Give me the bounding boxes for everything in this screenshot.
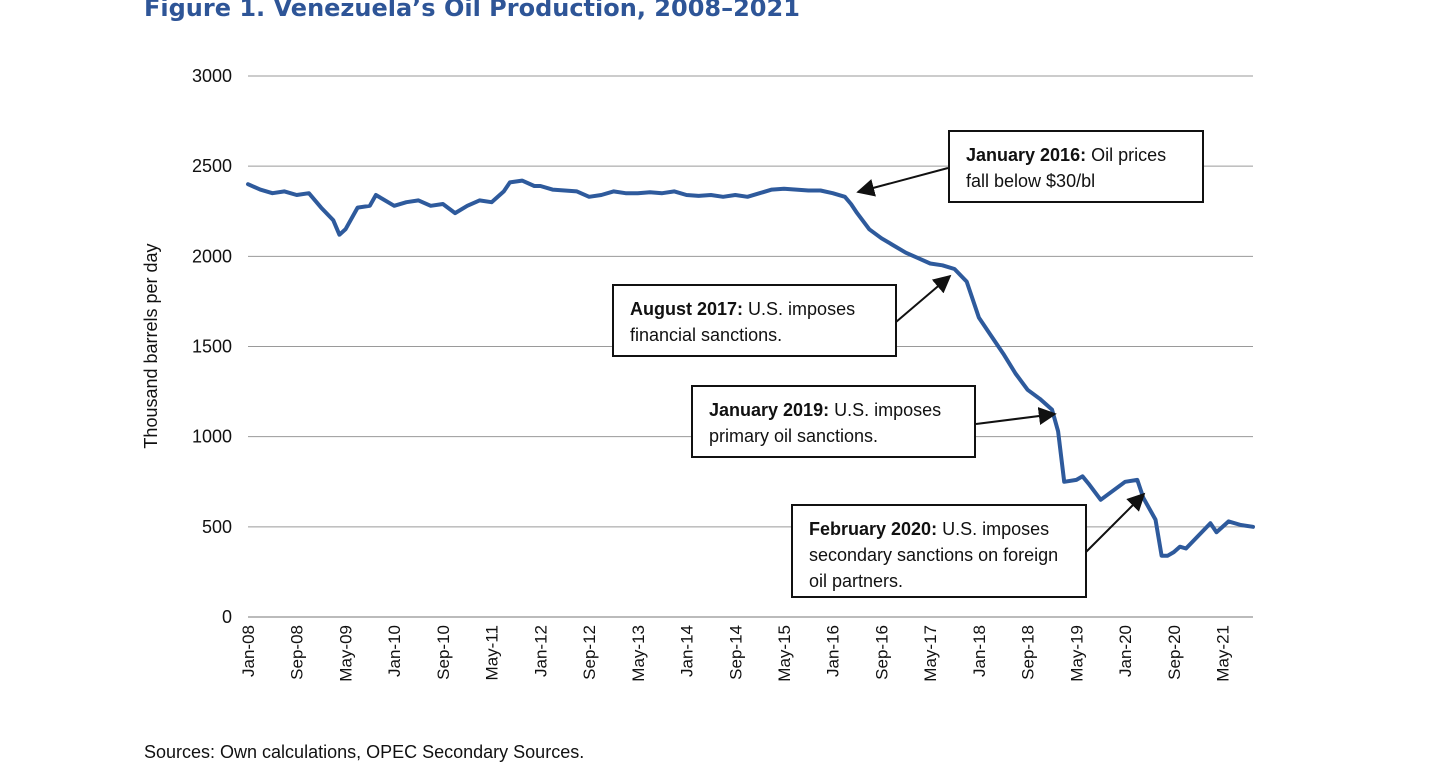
x-tick-label: Jan-12 [531,625,550,677]
chart-title: Figure 1. Venezuela’s Oil Production, 20… [144,0,800,22]
x-tick-label: Sep-14 [726,625,745,680]
x-tick-labels: Jan-08 Sep-08 May-09 Jan-10 Sep-10 May-11 Jan-… [239,625,1233,682]
x-tick-label: Sep-12 [580,625,599,680]
y-tick-label: 1000 [192,427,232,447]
annotation-arrow-jan-2016 [856,167,949,197]
annotation-text: U.S. imposes primary oil sanctions. [709,400,942,446]
x-tick-label: Sep-08 [288,625,307,680]
x-tick-label: Jan-16 [824,625,843,677]
x-tick-label: Jan-20 [1116,625,1135,677]
annotation-aug-2017: August 2017: U.S. imposes financial sanc… [612,284,897,357]
x-tick-label: May-21 [1214,625,1233,682]
annotation-arrow-feb-2020 [1085,492,1146,553]
annotation-arrow-aug-2017 [895,274,952,323]
x-tick-label: May-15 [775,625,794,682]
sources-note: Sources: Own calculations, OPEC Secondar… [144,742,585,762]
annotation-title: February 2020: [809,519,938,539]
x-tick-label: Sep-20 [1165,625,1184,680]
annotation-text: Oil prices fall below $30/bl [966,145,1167,191]
annotation-jan-2016: January 2016: Oil prices fall below $30/… [948,130,1204,203]
annotation-text: U.S. imposes secondary sanctions on fore… [809,519,1059,591]
annotation-arrow-jan-2019 [975,407,1057,425]
x-tick-label: Jan-18 [970,625,989,677]
x-tick-label: May-19 [1067,625,1086,682]
y-axis-label: Thousand barrels per day [141,243,161,448]
y-tick-label: 3000 [192,66,232,86]
annotation-text: U.S. imposes financial sanctions. [630,299,856,345]
y-tick-label: 1500 [192,337,232,357]
annotation-arrows [856,167,1146,553]
x-tick-label: Jan-08 [239,625,258,677]
y-tick-label: 2500 [192,156,232,176]
x-tick-label: May-17 [921,625,940,682]
annotation-title: January 2019: [709,400,830,420]
annotation-jan-2019: January 2019: U.S. imposes primary oil s… [691,385,976,458]
x-tick-label: Jan-10 [385,625,404,677]
x-tick-label: May-09 [336,625,355,682]
y-tick-label: 0 [222,607,232,627]
annotation-feb-2020: February 2020: U.S. imposes secondary sa… [791,504,1087,598]
y-tick-label: 500 [202,517,232,537]
annotation-title: August 2017: [630,299,744,319]
y-tick-labels: 0 500 1000 1500 2000 2500 3000 [192,66,232,627]
x-tick-label: Sep-16 [872,625,891,680]
series-line-oil-production [246,178,1255,558]
annotation-title: January 2016: [966,145,1087,165]
x-tick-label: Sep-18 [1019,625,1038,680]
x-tick-label: May-11 [483,625,502,680]
y-tick-label: 2000 [192,246,232,266]
x-tick-label: Jan-14 [678,625,697,677]
x-tick-label: Sep-10 [434,625,453,680]
x-tick-label: May-13 [629,625,648,682]
